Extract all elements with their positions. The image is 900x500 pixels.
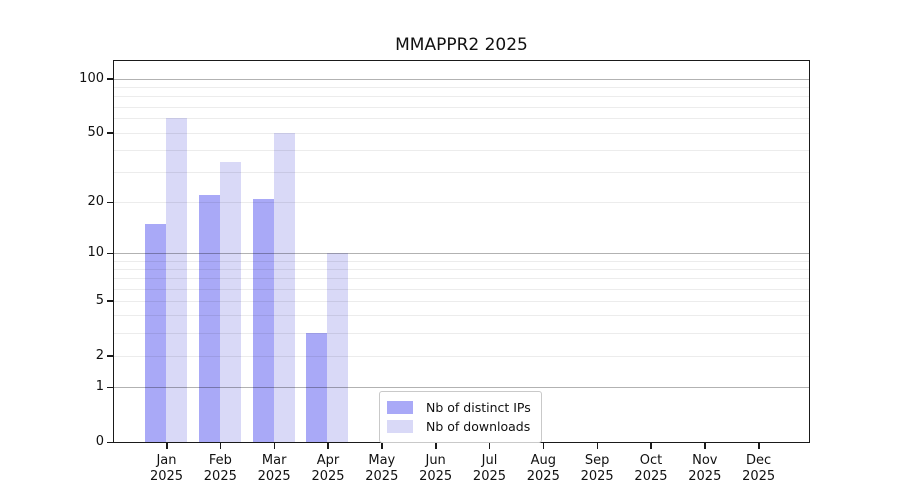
gridline-minor-4 [114,315,809,317]
chart-title: MMAPPR2 2025 [395,35,528,55]
gridline-major-10 [114,253,809,255]
legend-swatch-distinct-ips [387,401,413,414]
x-tick-label-nov: Nov 2025 [688,453,722,484]
x-tick-label-dec: Dec 2025 [742,453,776,484]
y-tick-label-20: 20 [87,194,104,210]
y-tick-label-0: 0 [95,434,104,449]
legend-swatch-downloads [387,420,413,433]
x-tick-mark-sep [596,443,599,449]
y-tick-mark-10 [107,252,113,255]
gridline-minor-50 [114,132,809,134]
gridline-minor-6 [114,288,809,290]
y-tick-mark-50 [107,132,113,134]
gridline-minor-30 [114,171,809,173]
bar-nb-of-downloads-jan [166,118,187,442]
y-tick-mark-2 [107,355,113,357]
gridline-minor-5 [114,300,809,302]
x-tick-label-mar: Mar 2025 [257,453,291,484]
gridline-minor-70 [114,106,809,108]
x-tick-mark-mar [273,443,276,449]
gridline-minor-7 [114,278,809,280]
y-tick-mark-20 [107,201,113,204]
bar-nb-of-distinct-ips-mar [252,198,274,442]
legend-item-distinct-ips: Nb of distinct IPs [387,398,531,417]
gridline-minor-3 [114,332,809,334]
x-tick-label-feb: Feb 2025 [203,453,237,484]
legend-label-downloads: Nb of downloads [426,419,531,434]
x-tick-label-sep: Sep 2025 [580,453,614,484]
y-tick-mark-5 [107,300,113,302]
x-tick-mark-apr [327,443,329,449]
gridline-minor-60 [114,118,809,120]
legend: Nb of distinct IPs Nb of downloads [379,391,542,443]
y-tick-label-5: 5 [95,292,104,308]
y-tick-label-10: 10 [87,245,104,261]
bar-nb-of-downloads-mar [273,132,295,442]
y-tick-label-1: 1 [95,379,104,395]
x-tick-mark-feb [219,443,222,449]
x-tick-mark-dec [758,443,760,449]
plot-area: 0 1 2 5 10 20 50 100 Jan 2025 Feb 2025 Mar 2025 Ap… [79,60,810,484]
bar-nb-of-downloads-feb [219,162,241,442]
x-tick-mark-jan [166,443,168,449]
bar-nb-of-distinct-ips-apr [306,332,328,442]
x-tick-mark-jul [488,443,491,449]
gridline-major-100 [114,78,809,80]
gridline-minor-8 [114,269,809,271]
x-tick-label-jan: Jan 2025 [149,453,184,484]
y-tick-mark-100 [107,78,113,80]
x-tick-mark-may [381,443,383,449]
x-tick-label-oct: Oct 2025 [634,453,668,484]
x-tick-mark-aug [542,443,545,449]
x-tick-label-may: May 2025 [365,453,399,484]
x-tick-label-aug: Aug 2025 [526,453,560,484]
y-tick-mark-0 [107,441,113,443]
y-tick-mark-1 [107,386,113,389]
y-tick-label-100: 100 [79,70,104,86]
x-tick-mark-jun [435,443,437,449]
gridline-minor-9 [114,260,809,262]
bar-nb-of-downloads-apr [327,253,349,442]
gridline-minor-2 [114,355,809,357]
legend-label-distinct-ips: Nb of distinct IPs [426,400,531,415]
legend-item-downloads: Nb of downloads [387,417,531,436]
gridline-minor-20 [114,202,809,204]
x-tick-label-jun: Jun 2025 [419,453,453,484]
x-tick-mark-oct [650,443,652,449]
x-tick-label-jul: Jul 2025 [472,453,507,484]
gridline-major-1 [114,387,809,389]
x-tick-mark-nov [704,443,706,449]
gridline-minor-40 [114,149,809,151]
bar-nb-of-distinct-ips-feb [198,195,220,442]
y-tick-label-50: 50 [87,124,104,140]
gridline-minor-80 [114,96,809,98]
y-tick-label-2: 2 [95,347,104,363]
gridline-minor-90 [114,87,809,89]
x-tick-label-apr: Apr 2025 [311,453,345,484]
bar-nb-of-distinct-ips-jan [145,223,166,442]
